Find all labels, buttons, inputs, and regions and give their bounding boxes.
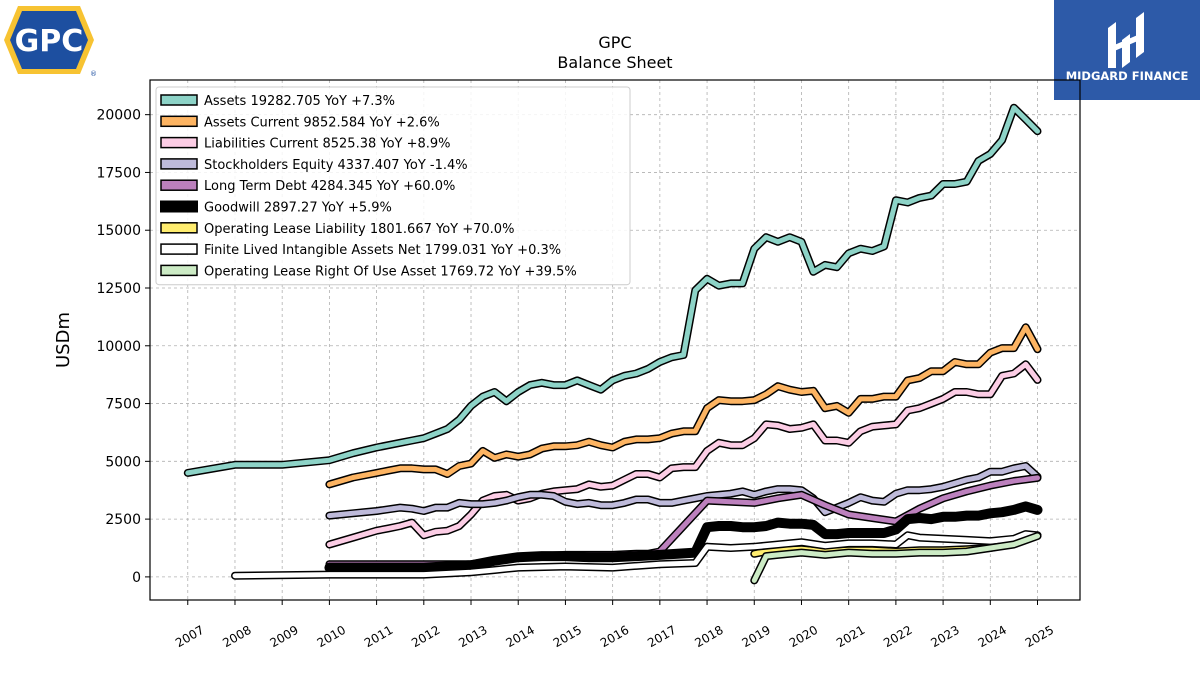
series-line (185, 105, 1040, 476)
legend-item: Operating Lease Right Of Use Asset 1769.… (160, 264, 577, 279)
series-finite-lived-intangible-assets-net (231, 530, 1042, 580)
midgard-finance-logo: MIDGARD FINANCE (1054, 0, 1200, 100)
legend-item: Finite Lived Intangible Assets Net 1799.… (160, 243, 561, 258)
x-tick-label: 2012 (409, 623, 442, 650)
series-liabilities-current (325, 360, 1042, 549)
y-tick-label: 0 (132, 570, 141, 586)
legend-label: Goodwill 2897.27 YoY +5.9% (204, 201, 392, 216)
legend-label: Long Term Debt 4284.345 YoY +60.0% (204, 179, 455, 194)
legend-label: Operating Lease Liability 1801.667 YoY +… (204, 222, 514, 237)
y-tick-label: 12500 (96, 281, 141, 297)
x-tick-label: 2017 (645, 623, 678, 650)
x-tick-label: 2018 (692, 623, 725, 650)
midgard-logo-text: MIDGARD FINANCE (1066, 69, 1189, 83)
series-assets (183, 103, 1042, 477)
x-tick-label: 2025 (1023, 623, 1056, 650)
legend-item: Assets 19282.705 YoY +7.3% (160, 94, 395, 109)
svg-text:®: ® (90, 70, 97, 78)
legend-label: Liabilities Current 8525.38 YoY +8.9% (204, 137, 451, 152)
legend-swatch (160, 94, 198, 106)
x-tick-label: 2008 (220, 623, 253, 650)
y-tick-label: 10000 (96, 339, 141, 355)
chart-title: GPC (598, 33, 631, 52)
chart-subtitle: Balance Sheet (557, 53, 672, 72)
legend: Assets 19282.705 YoY +7.3% Assets Current… (155, 86, 631, 286)
legend-label: Stockholders Equity 4337.407 YoY -1.4% (204, 158, 468, 173)
legend-label: Assets 19282.705 YoY +7.3% (204, 94, 395, 109)
gpc-logo-text: GPC (15, 24, 84, 59)
x-tick-label: 2016 (598, 623, 631, 650)
series-stockholders-equity (325, 462, 1042, 520)
x-tick-label: 2022 (881, 623, 914, 650)
legend-label: Finite Lived Intangible Assets Net 1799.… (204, 243, 561, 258)
legend-swatch (160, 200, 198, 213)
legend-swatch (160, 115, 198, 128)
legend-swatch (160, 179, 198, 191)
x-tick-label: 2013 (456, 623, 489, 650)
legend-swatch (160, 264, 198, 277)
plot-frame (149, 79, 1081, 601)
series-lines (183, 103, 1043, 585)
gpc-logo: GPC ® (4, 6, 97, 78)
series-line (326, 361, 1040, 547)
series-operating-lease-right-of-use-asset (750, 532, 1042, 585)
legend-swatch (160, 243, 198, 255)
series-line (326, 463, 1040, 519)
y-tick-label: 7500 (105, 397, 141, 413)
legend-item: Goodwill 2897.27 YoY +5.9% (160, 200, 392, 216)
series-line (326, 324, 1040, 487)
x-tick-label: 2011 (362, 623, 395, 650)
x-tick-label: 2010 (315, 623, 348, 650)
y-tick-label: 2500 (105, 512, 141, 528)
legend-label: Operating Lease Right Of Use Asset 1769.… (204, 264, 577, 279)
x-tick-label: 2020 (787, 623, 820, 650)
y-tick-label: 5000 (105, 454, 141, 470)
x-tick-label: 2024 (976, 623, 1009, 650)
series-line (232, 531, 1040, 579)
legend-swatch (160, 158, 198, 170)
legend-swatch (160, 136, 198, 149)
series-line (325, 502, 1041, 572)
y-tick-label: 20000 (96, 108, 141, 124)
series-line (751, 533, 1040, 583)
y-axis-label: USDm (53, 312, 74, 368)
series-assets-current (325, 323, 1042, 489)
legend-item: Operating Lease Liability 1801.667 YoY +… (160, 222, 514, 237)
y-tick-label: 17500 (96, 165, 141, 181)
x-tick-label: 2019 (740, 623, 773, 650)
x-tick-label: 2014 (503, 623, 536, 650)
legend-label: Assets Current 9852.584 YoY +2.6% (204, 115, 440, 130)
x-tick-label: 2021 (834, 623, 867, 650)
x-tick-label: 2009 (267, 623, 300, 650)
legend-item: Stockholders Equity 4337.407 YoY -1.4% (160, 158, 468, 173)
y-tick-label: 15000 (96, 223, 141, 239)
legend-swatch (160, 222, 198, 234)
legend-item: Liabilities Current 8525.38 YoY +8.9% (160, 136, 451, 152)
legend-item: Assets Current 9852.584 YoY +2.6% (160, 115, 440, 130)
series-goodwill (324, 501, 1043, 573)
legend-box (155, 86, 631, 286)
x-tick-label: 2015 (551, 623, 584, 650)
x-tick-label: 2023 (928, 623, 961, 650)
legend-item: Long Term Debt 4284.345 YoY +60.0% (160, 179, 455, 194)
x-tick-label: 2007 (173, 623, 206, 650)
